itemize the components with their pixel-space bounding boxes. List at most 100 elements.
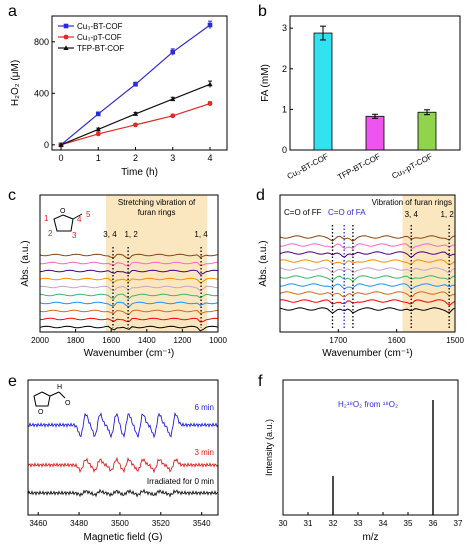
furan-ring	[53, 214, 74, 232]
panel-f-axes	[282, 379, 459, 516]
data-point	[58, 142, 64, 147]
x-tick-label: 1800	[67, 336, 85, 345]
x-tick-label: 34	[379, 519, 388, 528]
x-tick-label: 2	[133, 153, 138, 163]
furan-structure: 1 2 345 O	[44, 208, 91, 240]
epr-spectrum	[27, 488, 219, 498]
x-tick-label: 1200	[174, 336, 192, 345]
panel-letter-d: d	[256, 187, 265, 204]
data-point	[207, 101, 213, 107]
spectrum-line	[39, 325, 219, 332]
epr-spectrum	[27, 411, 219, 439]
x-tick-label: 2000	[31, 336, 49, 345]
spectrum-line	[279, 267, 456, 274]
panel-letter-a: a	[8, 3, 17, 20]
legend-marker	[63, 23, 69, 29]
spectrum-line	[39, 309, 219, 316]
x-tick-label: 1500	[446, 336, 464, 345]
y-tick-label: 0	[44, 140, 49, 150]
x-axis-label: Time (h)	[121, 167, 158, 178]
peak-annotation: 1, 2	[124, 230, 138, 239]
y-axis-label: H₂O₂ (μM)	[10, 60, 21, 106]
furfural-structure: O O H	[33, 384, 71, 416]
x-axis-label: m/z	[362, 532, 378, 543]
panel-f: H₂¹⁸O₂ from ¹⁸O₂ 30 31 32 33 34 35 36 37 m/z Inten…	[264, 379, 463, 543]
x-tick-label: 3500	[111, 519, 129, 528]
data-point	[95, 111, 101, 117]
x-tick-label: 1000	[209, 336, 227, 345]
spectrum-line	[39, 277, 219, 284]
y-tick-label: 0	[282, 145, 287, 155]
spectrum-line	[279, 283, 456, 290]
panel-e: 6 min 3 min Irradiated for 0 min O O H 3460 348…	[27, 379, 219, 543]
structure-label: 1	[44, 214, 49, 223]
x-tick-label: 0	[58, 153, 63, 163]
furan-bond	[72, 213, 83, 220]
data-point	[95, 126, 101, 132]
y-axis-label: Intensity (a.u.)	[264, 419, 274, 476]
x-tick-label: 35	[404, 519, 413, 528]
peak-annotation: 1, 2	[440, 210, 454, 219]
bar	[313, 32, 333, 151]
data-point	[207, 81, 213, 87]
ms-annotation: H₂¹⁸O₂ from ¹⁸O₂	[338, 400, 398, 409]
x-axis-label: Wavenumber (cm⁻¹)	[84, 348, 174, 359]
peak-annotation: 3, 4	[405, 210, 419, 219]
x-tick-label: 3460	[29, 519, 47, 528]
spectrum-line	[279, 299, 456, 306]
spectrum-line	[279, 243, 455, 250]
panel-letter-b: b	[258, 3, 267, 20]
spectrum-line	[39, 269, 219, 275]
spectrum-line	[39, 253, 219, 260]
series-label: 6 min	[194, 403, 214, 412]
furan-ring	[33, 391, 51, 407]
y-axis-label: Abs. (a.u.)	[20, 240, 31, 286]
panel-letter-e: e	[8, 373, 17, 390]
panel-a-axes	[51, 15, 228, 151]
y-tick-label: 400	[34, 88, 49, 98]
legend-entry: Cu₃-BT-COF	[77, 22, 123, 31]
data-point	[170, 96, 176, 102]
peak-annotation: C=O of FF	[284, 208, 322, 217]
data-point	[133, 122, 138, 128]
data-point	[132, 111, 139, 116]
legend-marker	[63, 34, 69, 40]
spectrum-line	[39, 301, 219, 308]
structure-label: 5	[86, 210, 91, 219]
panel-d: Vibration of furan rings C=O of FF C=O of …	[258, 194, 464, 359]
structure-label: 4	[77, 215, 82, 224]
panel-c-axes	[39, 194, 219, 333]
bar	[417, 111, 437, 151]
x-tick-label: Cu₃-BT-COF	[286, 152, 330, 181]
x-tick-label: TFP-BT-COF	[336, 152, 382, 182]
data-point	[133, 81, 138, 87]
spectrum-line	[279, 259, 456, 266]
data-point	[170, 113, 176, 119]
x-axis-label: Wavenumber (cm⁻¹)	[322, 348, 412, 359]
x-tick-label: 36	[429, 519, 438, 528]
x-tick-label: 1400	[138, 336, 156, 345]
series-label: Irradiated for 0 min	[147, 477, 214, 486]
x-tick-label: 1600	[102, 336, 120, 345]
bar	[365, 115, 385, 151]
legend-marker	[63, 45, 69, 50]
band-label: Stretching vibration of	[118, 198, 196, 207]
series-label: 3 min	[194, 448, 214, 457]
structure-atom: H	[57, 384, 62, 391]
panel-e-axes	[27, 379, 219, 516]
bond	[49, 391, 60, 397]
bond	[58, 391, 66, 399]
y-tick-label: 2	[282, 64, 287, 74]
x-tick-label: 3480	[70, 519, 88, 528]
y-tick-label: 800	[34, 37, 49, 47]
peak-annotation: 1, 4	[194, 230, 208, 239]
spectrum-line	[39, 293, 219, 300]
spectrum-line	[279, 251, 456, 258]
peak-annotation: 3, 4	[103, 230, 117, 239]
spectrum-line	[279, 291, 456, 298]
structure-label: 3	[72, 231, 77, 240]
y-axis-label: Abs. (a.u.)	[258, 240, 269, 286]
data-point	[170, 49, 176, 55]
panel-b: 0 1 2 3 FA (mM) Cu₃-BT-COF TFP-BT-COF Cu₃-pT-CO…	[260, 15, 461, 182]
panel-d-axes	[279, 194, 456, 333]
